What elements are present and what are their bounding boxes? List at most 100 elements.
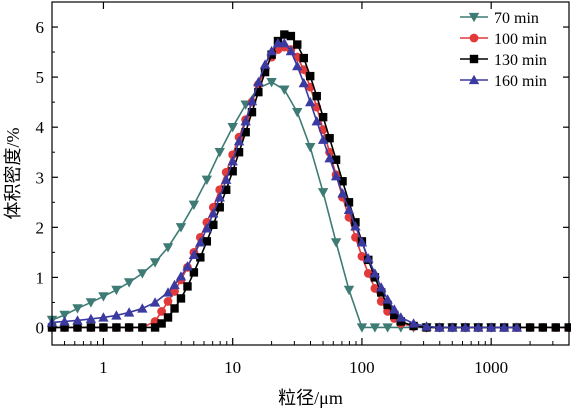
data-point <box>176 294 186 303</box>
data-point <box>202 237 212 246</box>
data-point <box>317 188 329 198</box>
data-point <box>485 322 497 332</box>
x-tick-label: 1000 <box>474 358 508 377</box>
x-tick-label: 100 <box>349 358 375 377</box>
data-point <box>72 304 83 314</box>
data-point <box>98 292 109 302</box>
data-point <box>280 30 289 39</box>
data-point <box>138 323 147 332</box>
data-point <box>447 322 458 332</box>
data-point <box>525 323 535 332</box>
x-axis-title: 粒径/μm <box>278 388 343 408</box>
data-point <box>233 136 245 146</box>
data-point <box>421 321 432 331</box>
data-point <box>337 188 348 198</box>
data-point <box>551 323 560 332</box>
data-point <box>111 310 122 320</box>
y-tick-label: 1 <box>36 268 45 287</box>
data-point <box>183 282 192 291</box>
data-point <box>98 312 109 322</box>
data-point <box>162 243 174 253</box>
data-point <box>286 31 296 41</box>
data-point <box>241 127 250 137</box>
data-point <box>209 220 218 230</box>
data-point <box>111 285 122 296</box>
data-point <box>266 45 277 56</box>
data-point <box>124 323 134 332</box>
legend-marker <box>469 54 479 64</box>
x-tick-label: 10 <box>224 358 241 377</box>
legend-marker <box>468 12 480 23</box>
data-point <box>240 115 251 126</box>
data-point <box>189 268 199 277</box>
data-point <box>227 156 238 166</box>
data-point <box>214 148 225 158</box>
series-layer <box>46 30 571 333</box>
data-point <box>188 249 200 260</box>
data-point <box>60 323 69 332</box>
data-point <box>382 294 393 304</box>
data-point <box>299 53 309 63</box>
data-point <box>344 198 354 207</box>
data-point <box>169 279 180 290</box>
legend-label: 100 min <box>494 31 547 48</box>
y-axis-title: 体积密度/% <box>3 127 23 219</box>
data-point <box>293 40 302 49</box>
y-tick-label: 0 <box>36 318 45 337</box>
data-point <box>343 285 355 296</box>
data-point <box>59 310 70 321</box>
data-point <box>170 287 179 296</box>
data-point <box>259 59 271 69</box>
data-point <box>214 192 225 202</box>
data-point <box>201 175 213 185</box>
data-point <box>351 232 360 242</box>
data-point <box>460 322 471 332</box>
data-point <box>511 322 523 332</box>
x-tick-label: 1 <box>99 358 108 377</box>
data-point <box>330 238 342 248</box>
data-point <box>305 143 316 153</box>
data-point <box>292 60 303 71</box>
data-point <box>306 71 315 81</box>
data-point <box>363 253 374 263</box>
data-point <box>390 310 399 320</box>
data-point <box>260 67 270 77</box>
y-tick-label: 6 <box>36 18 45 37</box>
data-point <box>324 153 335 163</box>
data-point <box>473 322 484 332</box>
data-point <box>498 322 510 332</box>
data-point <box>228 167 237 176</box>
data-point <box>221 174 232 184</box>
data-point <box>137 303 148 313</box>
data-point <box>408 318 419 328</box>
data-point <box>123 278 135 288</box>
y-tick-label: 5 <box>36 68 45 87</box>
data-point <box>376 282 387 292</box>
legend-label: 70 min <box>494 10 539 27</box>
data-point <box>253 76 264 87</box>
tick-layer: 0 1 2 3 4 5 6 1 10 100 1000 <box>36 2 569 377</box>
data-point <box>137 269 148 279</box>
legend-marker <box>469 33 479 43</box>
legend-marker <box>468 74 480 85</box>
data-point <box>538 323 548 332</box>
data-point <box>279 85 290 95</box>
data-point <box>222 185 231 194</box>
data-point <box>182 261 193 271</box>
data-point <box>343 204 355 214</box>
data-point <box>356 323 368 333</box>
y-tick-label: 3 <box>36 168 45 187</box>
data-point <box>325 133 334 143</box>
data-point <box>149 297 161 307</box>
data-point <box>196 253 205 262</box>
data-point <box>157 319 166 328</box>
data-point <box>395 312 407 322</box>
data-point <box>285 45 297 56</box>
data-point <box>389 304 400 314</box>
data-point <box>170 304 179 313</box>
data-point <box>350 221 361 231</box>
data-point <box>246 95 258 106</box>
data-point <box>369 323 381 333</box>
